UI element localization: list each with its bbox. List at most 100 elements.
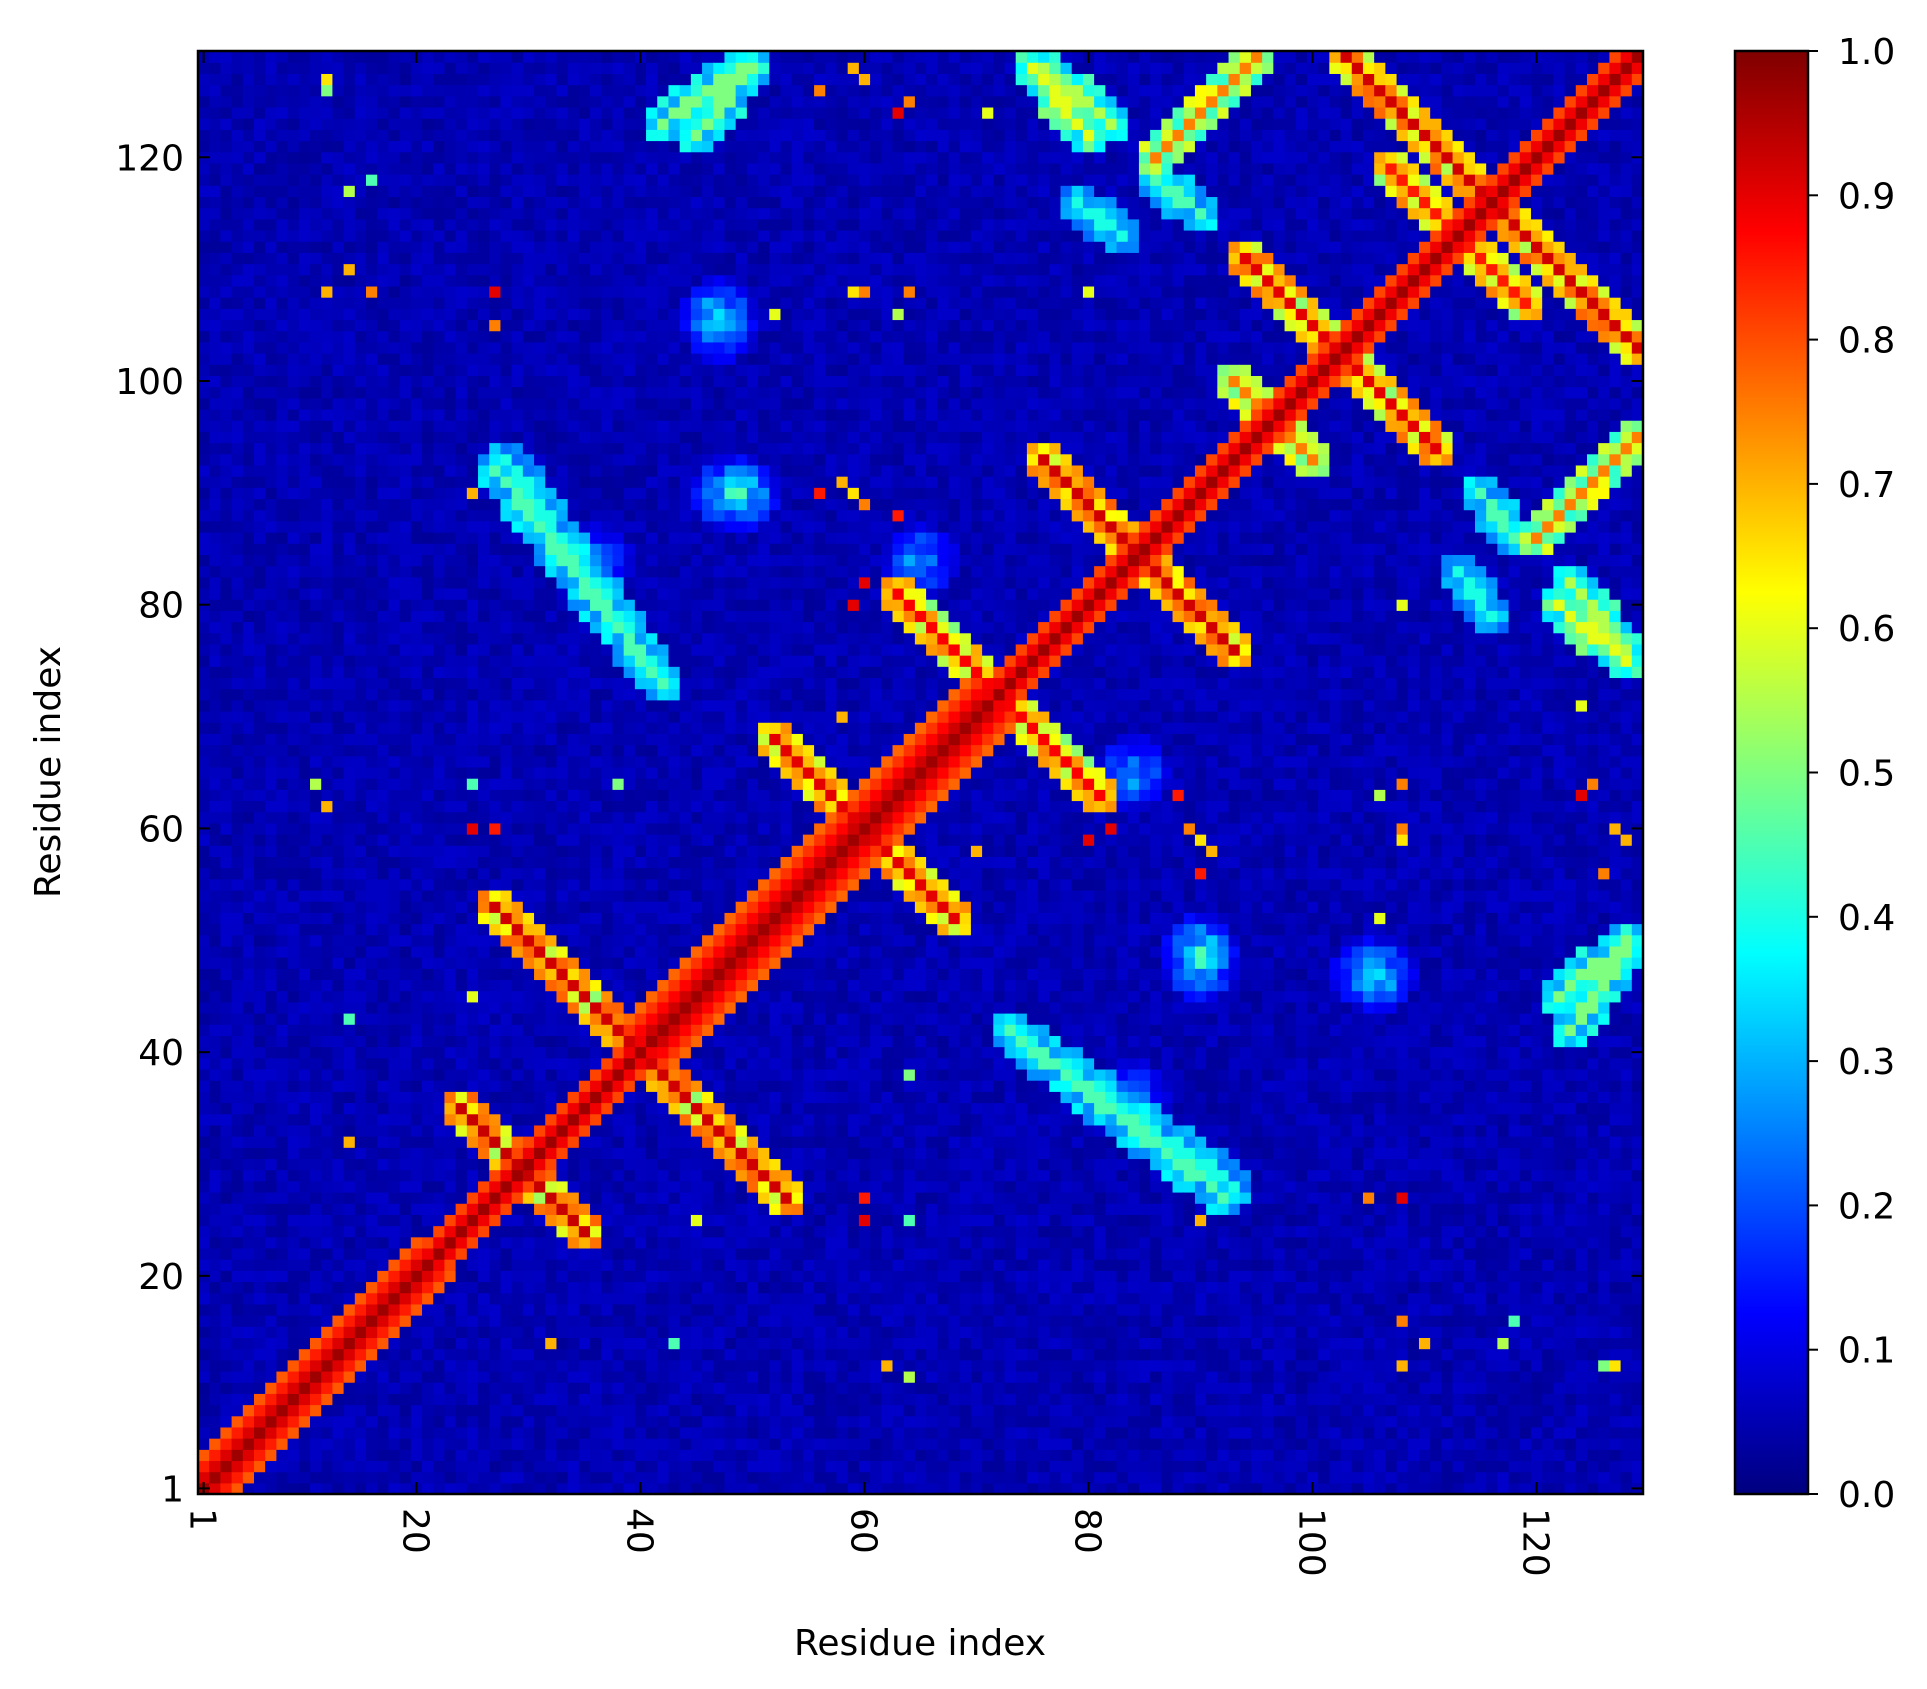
- heatmap-cell: [623, 1281, 636, 1294]
- heatmap-cell: [242, 677, 255, 690]
- heatmap-cell: [578, 1292, 591, 1305]
- heatmap-cell: [623, 487, 636, 500]
- heatmap-cell: [343, 789, 356, 802]
- heatmap-cell: [388, 1136, 401, 1148]
- heatmap-cell: [265, 1449, 278, 1462]
- heatmap-cell: [287, 1259, 300, 1271]
- heatmap-cell: [198, 1236, 210, 1249]
- heatmap-cell: [466, 319, 479, 332]
- heatmap-cell: [500, 51, 513, 63]
- heatmap-cell: [500, 666, 513, 679]
- heatmap-cell: [242, 174, 255, 186]
- heatmap-cell: [265, 1393, 278, 1406]
- heatmap-cell: [410, 1001, 423, 1014]
- heatmap-cell: [522, 643, 535, 656]
- heatmap-cell: [534, 610, 546, 623]
- heatmap-cell: [343, 822, 356, 835]
- heatmap-cell: [332, 476, 345, 488]
- heatmap-cell: [220, 1225, 233, 1238]
- heatmap-cell: [455, 520, 468, 533]
- heatmap-cell: [410, 386, 423, 399]
- heatmap-cell: [623, 934, 636, 947]
- heatmap-cell: [242, 1259, 255, 1271]
- heatmap-cell: [377, 722, 390, 734]
- heatmap-cell: [534, 297, 546, 309]
- heatmap-cell: [545, 1438, 558, 1450]
- heatmap-cell: [433, 520, 446, 533]
- heatmap-cell: [321, 968, 334, 981]
- heatmap-cell: [276, 766, 289, 779]
- heatmap-cell: [534, 51, 546, 63]
- heatmap-cell: [254, 554, 266, 567]
- heatmap-cell: [522, 1382, 535, 1394]
- heatmap-cell: [377, 811, 390, 824]
- heatmap-cell: [332, 140, 345, 153]
- heatmap-cell: [310, 118, 322, 130]
- heatmap-cell: [500, 263, 513, 276]
- heatmap-cell: [287, 51, 300, 63]
- heatmap-cell: [242, 62, 255, 74]
- heatmap-cell: [489, 1259, 502, 1271]
- heatmap-cell: [332, 800, 345, 813]
- heatmap-cell: [209, 699, 221, 712]
- heatmap-cell: [366, 1303, 378, 1316]
- heatmap-cell: [601, 710, 614, 723]
- heatmap-cell: [242, 610, 255, 623]
- heatmap-cell: [478, 341, 490, 354]
- heatmap-cell: [578, 565, 591, 578]
- heatmap-cell: [354, 285, 367, 298]
- heatmap-cell: [198, 1057, 210, 1070]
- heatmap-cell: [623, 889, 636, 902]
- heatmap-cell: [612, 386, 625, 399]
- heatmap-cell: [601, 408, 614, 421]
- heatmap-cell: [209, 755, 221, 768]
- heatmap-cell: [254, 923, 266, 936]
- heatmap-cell: [433, 319, 446, 332]
- heatmap-cell: [567, 1113, 580, 1126]
- heatmap-cell: [489, 207, 502, 220]
- heatmap-cell: [567, 789, 580, 802]
- heatmap-cell: [522, 118, 535, 130]
- heatmap-cell: [410, 543, 423, 555]
- heatmap-cell: [354, 1191, 367, 1204]
- heatmap-cell: [556, 587, 569, 600]
- heatmap-cell: [354, 487, 367, 500]
- heatmap-cell: [298, 1080, 311, 1092]
- heatmap-cell: [388, 1292, 401, 1305]
- heatmap-cell: [254, 755, 266, 768]
- heatmap-cell: [276, 118, 289, 130]
- heatmap-cell: [209, 1337, 221, 1350]
- heatmap-cell: [298, 1214, 311, 1227]
- heatmap-cell: [545, 878, 558, 891]
- heatmap-cell: [242, 800, 255, 813]
- heatmap-cell: [410, 1013, 423, 1025]
- heatmap-cell: [422, 834, 434, 846]
- heatmap-cell: [287, 1236, 300, 1249]
- heatmap-cell: [254, 1247, 266, 1260]
- heatmap-cell: [265, 744, 278, 757]
- heatmap-cell: [478, 1393, 490, 1406]
- heatmap-cell: [399, 341, 412, 354]
- heatmap-cell: [545, 945, 558, 958]
- heatmap-cell: [209, 856, 221, 869]
- heatmap-cell: [433, 945, 446, 958]
- heatmap-cell: [534, 710, 546, 723]
- heatmap-cell: [321, 599, 334, 611]
- heatmap-cell: [612, 1393, 625, 1406]
- heatmap-cell: [287, 968, 300, 981]
- heatmap-cell: [466, 822, 479, 835]
- heatmap-cell: [399, 1370, 412, 1383]
- heatmap-cell: [310, 543, 322, 555]
- heatmap-cell: [388, 822, 401, 835]
- heatmap-cell: [478, 878, 490, 891]
- heatmap-cell: [556, 688, 569, 701]
- heatmap-cell: [298, 856, 311, 869]
- heatmap-cell: [578, 587, 591, 600]
- heatmap-cell: [276, 151, 289, 164]
- heatmap-cell: [254, 95, 266, 108]
- heatmap-cell: [321, 151, 334, 164]
- heatmap-cell: [545, 140, 558, 153]
- heatmap-cell: [276, 84, 289, 97]
- heatmap-cell: [511, 51, 524, 63]
- heatmap-cell: [556, 1180, 569, 1193]
